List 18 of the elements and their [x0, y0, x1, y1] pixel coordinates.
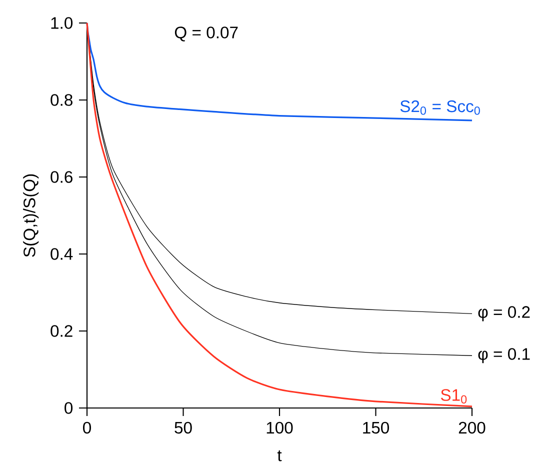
x-tick-label: 50 — [174, 422, 192, 434]
x-tick-label: 100 — [266, 422, 293, 434]
x-axis-title: t — [277, 450, 282, 462]
series-label: φ = 0.1 — [478, 348, 530, 364]
y-axis-title: S(Q,t)/S(Q) — [23, 174, 39, 257]
x-tick-label: 0 — [83, 422, 91, 434]
y-tick-label: 0.2 — [50, 325, 72, 337]
y-tick-label: 0 — [64, 402, 73, 414]
series-label: S2$_{0}$ = Scc$_{0}$ — [400, 100, 480, 115]
y-tick-label: 1.0 — [51, 17, 73, 29]
x-tick-label: 150 — [363, 422, 389, 434]
x-tick-label: 200 — [458, 422, 486, 434]
chart-title: Q = 0.07 — [174, 26, 238, 42]
y-tick-label: 0.4 — [50, 248, 73, 260]
series-label: φ = 0.2 — [478, 306, 530, 322]
y-tick-label: 0.8 — [50, 94, 72, 106]
y-tick-label: 0.6 — [50, 171, 72, 183]
series-label: S1$_{0}$ — [440, 389, 467, 404]
